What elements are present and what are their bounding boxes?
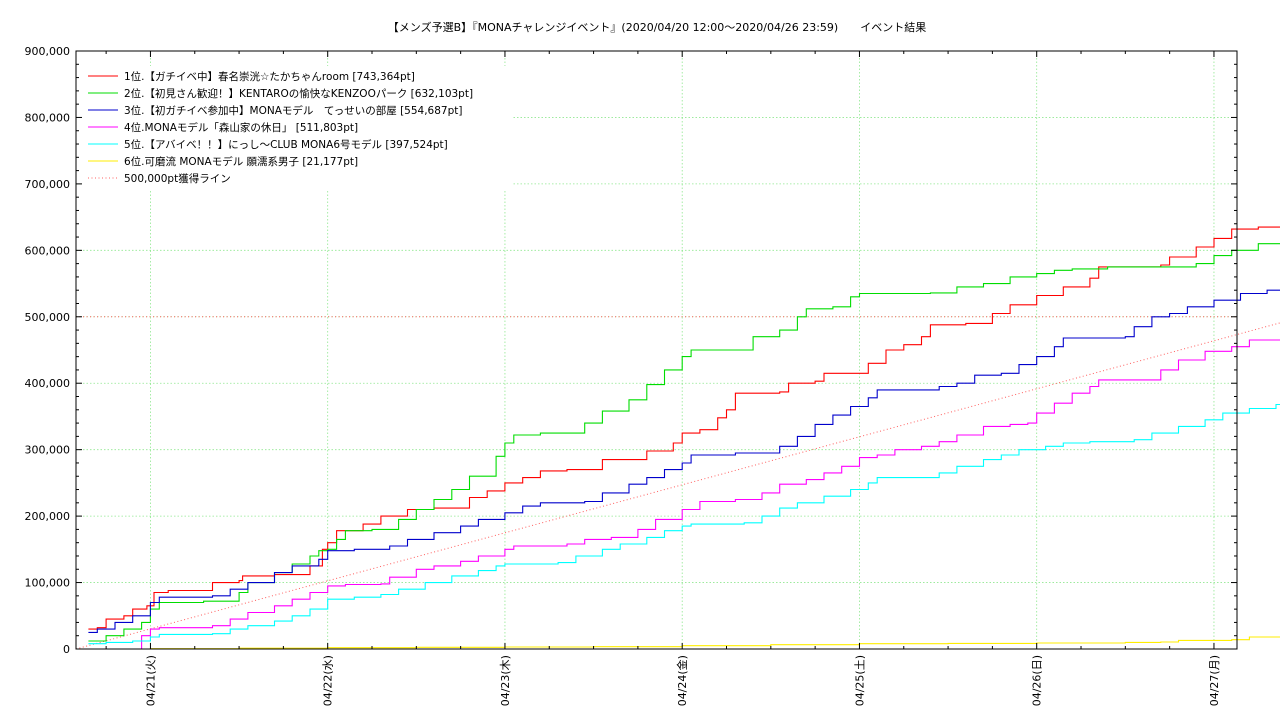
x-tick-label: 04/27(月) bbox=[1208, 655, 1221, 706]
x-tick-label: 04/25(土) bbox=[853, 655, 866, 706]
y-tick-label: 400,000 bbox=[25, 377, 71, 390]
series-lines bbox=[88, 226, 1280, 650]
series-line-3 bbox=[88, 289, 1280, 633]
legend-label-2: 2位.【初見さん歓迎！】KENTAROの愉快なKENZOOパーク [632,10… bbox=[124, 87, 473, 100]
y-tick-label: 200,000 bbox=[25, 510, 71, 523]
series-line-6 bbox=[88, 636, 1280, 650]
chart-title: 【メンズ予選B】『MONAチャレンジイベント』(2020/04/20 12:00… bbox=[388, 20, 926, 34]
x-axis: 04/21(火) 04/22(水) 04/23(木) 04/24(金) 04/25(土)… bbox=[105, 51, 1221, 706]
y-tick-label: 0 bbox=[63, 643, 70, 656]
series-line-4 bbox=[97, 339, 1280, 650]
x-tick-label: 04/22(水) bbox=[322, 655, 335, 706]
legend-label-3: 3位.【初ガチイベ参加中】MONAモデル てっせいの部屋 [554,687pt] bbox=[124, 104, 462, 117]
x-tick-label: 04/21(火) bbox=[144, 655, 157, 706]
y-tick-label: 500,000 bbox=[25, 311, 71, 324]
y-tick-label: 300,000 bbox=[25, 444, 71, 457]
plot-frame bbox=[75, 50, 1238, 650]
y-tick-label: 100,000 bbox=[25, 577, 71, 590]
legend-label-7: 500,000pt獲得ライン bbox=[124, 172, 231, 185]
y-tick-label: 600,000 bbox=[25, 244, 71, 257]
y-tick-label: 900,000 bbox=[25, 45, 71, 58]
legend: 1位.【ガチイベ中】春名崇洸☆たかちゃんroom [743,364pt] 2位.【… bbox=[82, 66, 512, 190]
reference-line bbox=[75, 316, 1280, 650]
x-tick-label: 04/23(木) bbox=[499, 655, 512, 706]
legend-label-5: 5位.【アバイベ！！】にっし〜CLUB MONA6号モデル [397,524pt… bbox=[124, 138, 448, 151]
x-tick-label: 04/24(金) bbox=[675, 655, 689, 706]
series-line-5 bbox=[88, 403, 1280, 645]
reference-line-diagonal bbox=[75, 322, 1280, 650]
legend-label-4: 4位.MONAモデル「森山家の休日」 [511,803pt] bbox=[124, 121, 358, 134]
legend-background bbox=[82, 66, 512, 190]
legend-label-1: 1位.【ガチイベ中】春名崇洸☆たかちゃんroom [743,364pt] bbox=[124, 70, 415, 83]
y-tick-label: 700,000 bbox=[25, 178, 71, 191]
series-line-2 bbox=[88, 243, 1280, 642]
y-axis: 0 100,000 200,000 300,000 400,000 500,000 600,… bbox=[25, 45, 1237, 656]
legend-label-6: 6位.可磨流 MONAモデル 願濡系男子 [21,177pt] bbox=[124, 155, 358, 168]
x-tick-label: 04/26(日) bbox=[1031, 655, 1044, 706]
y-tick-label: 800,000 bbox=[25, 111, 71, 124]
series-line-1 bbox=[88, 226, 1280, 630]
